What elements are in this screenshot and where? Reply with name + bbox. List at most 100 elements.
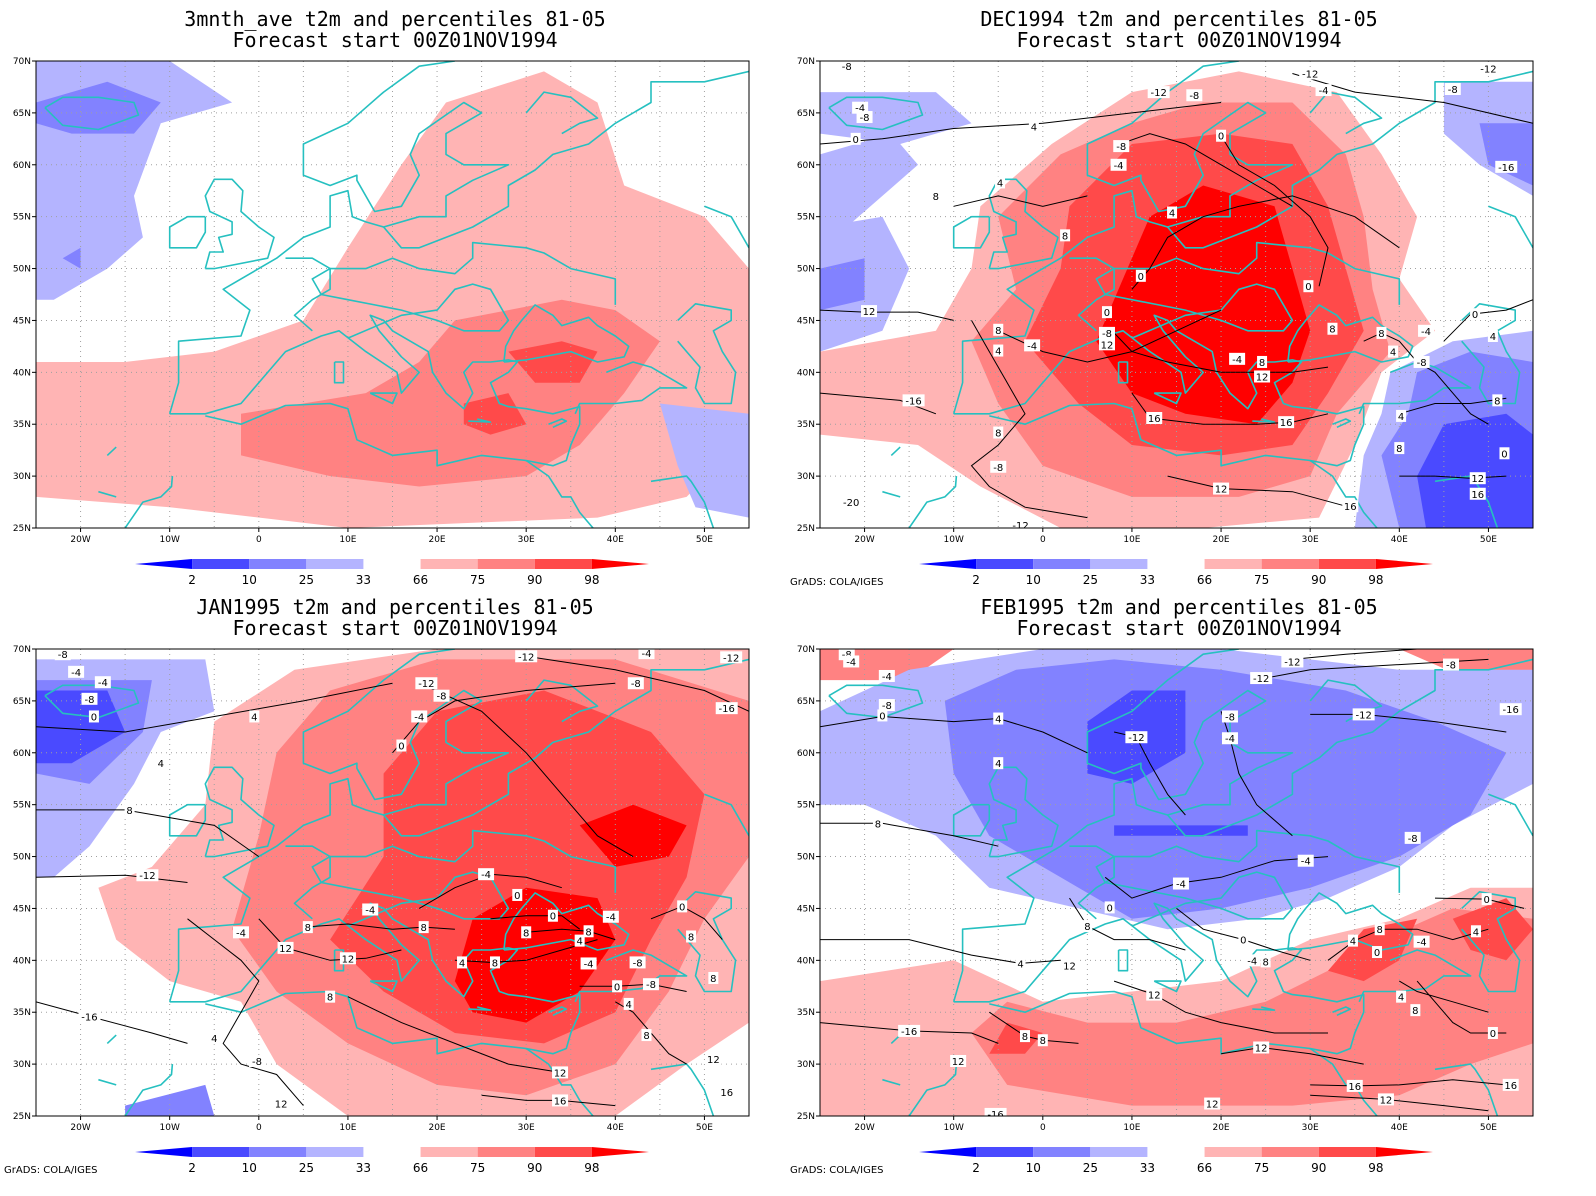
lat-tick-label: 60N [13, 749, 31, 759]
contour-label: 8 [1259, 358, 1265, 369]
contour-label: 8 [1040, 1036, 1046, 1047]
panel-feb1995: FEB1995 t2m and percentiles 81-05 Foreca… [784, 588, 1574, 1188]
lat-tick-label: 35N [13, 420, 31, 430]
legend-swatch [249, 559, 307, 569]
contour-label: 12 [1063, 962, 1076, 973]
contour-label: 4 [251, 712, 257, 723]
lat-tick-label: 25N [797, 1112, 815, 1122]
lat-tick-label: 40N [13, 368, 31, 378]
contour-label: -4 [1027, 341, 1037, 352]
legend-label: 90 [527, 573, 542, 587]
contour-label: 4 [1017, 959, 1023, 970]
legend-swatch [1318, 1147, 1376, 1157]
panel-jan1995: JAN1995 t2m and percentiles 81-05 Foreca… [0, 588, 790, 1188]
lon-tick-label: 20E [1212, 1123, 1229, 1133]
contour-label: -4 [1417, 938, 1427, 949]
lon-tick-label: 30E [1302, 535, 1319, 545]
contour-label: 4 [1031, 122, 1037, 133]
contour-label: -4 [584, 959, 594, 970]
lat-tick-label: 60N [797, 749, 815, 759]
lon-tick-label: 10W [160, 535, 180, 545]
contour-label: 4 [459, 958, 465, 969]
contour-label: 12 [707, 1055, 720, 1066]
lat-tick-label: 65N [13, 697, 31, 707]
panel-title-line2: Forecast start 00Z01NOV1994 [1016, 616, 1342, 640]
lat-tick-label: 35N [13, 1008, 31, 1018]
legend-label: 75 [1254, 1161, 1269, 1175]
legend-label: 25 [299, 573, 314, 587]
contour-label: -4 [846, 657, 856, 668]
contour-label: 8 [1494, 396, 1500, 407]
contour-label: 0 [398, 742, 404, 753]
contour-label: 8 [710, 974, 716, 985]
contour-label: -8 [1116, 142, 1126, 153]
legend-label: 25 [299, 1161, 314, 1175]
contour-label: -16 [987, 1110, 1003, 1121]
shade-blue-25 [1479, 123, 1533, 186]
contour-label: -12 [1480, 64, 1496, 75]
lat-tick-label: 55N [13, 801, 31, 811]
lat-tick-label: 60N [13, 161, 31, 171]
contour-label: 16 [1148, 414, 1161, 425]
contour-label: 16 [1471, 490, 1484, 501]
legend-swatch [1261, 559, 1319, 569]
legend-label: 25 [1083, 1161, 1098, 1175]
color-legend: 2 10 25 33 66 75 90 98 [135, 1147, 649, 1175]
contour-label: -8 [84, 695, 94, 706]
color-legend: 2 10 25 33 66 75 90 98 [919, 559, 1433, 587]
lat-tick-label: 45N [797, 316, 815, 326]
lon-tick-label: 50E [696, 535, 713, 545]
legend-swatch [420, 1147, 478, 1157]
contour-label: 8 [126, 806, 132, 817]
contour-label: 0 [1218, 132, 1224, 143]
legend-swatch [534, 1147, 592, 1157]
contour-label: 4 [625, 1000, 631, 1011]
contour-label: 12 [554, 1068, 567, 1079]
legend-swatch [249, 1147, 307, 1157]
contour-label: -4 [1232, 355, 1242, 366]
legend-label: 2 [972, 573, 980, 587]
lat-tick-label: 25N [13, 524, 31, 534]
contour-label: 8 [875, 819, 881, 830]
contour-label: 4 [1398, 412, 1404, 423]
panel-3mnth-ave: 3mnth_ave t2m and percentiles 81-05 Fore… [0, 0, 790, 590]
lat-tick-label: 50N [13, 853, 31, 863]
contour-label: -12 [418, 679, 434, 690]
contour-label: -8 [1408, 834, 1418, 845]
contour-label: 4 [1398, 993, 1404, 1004]
legend-swatch [192, 1147, 250, 1157]
lon-tick-label: 50E [1480, 535, 1497, 545]
map-frame [819, 648, 1534, 1117]
panel-title-line1: 3mnth_ave t2m and percentiles 81-05 [184, 7, 606, 31]
legend-label: 10 [1026, 1161, 1041, 1175]
contour-label: 0 [614, 982, 620, 993]
contour-label: -4 [414, 712, 424, 723]
shade-blue-25 [36, 81, 161, 134]
legend-label: 10 [242, 1161, 257, 1175]
contour-label: -16 [719, 704, 735, 715]
contour-label: 8 [933, 192, 939, 203]
legend-label: 90 [527, 1161, 542, 1175]
legend-swatch [477, 1147, 535, 1157]
contour-label: 8 [1377, 925, 1383, 936]
contour-label: 4 [158, 759, 164, 770]
contour-label: 8 [1396, 444, 1402, 455]
contour-label: 8 [305, 923, 311, 934]
shade-blue-33 [659, 403, 749, 518]
lat-tick-label: 30N [797, 472, 815, 482]
contour-label: 8 [492, 958, 498, 969]
legend-label: 66 [413, 1161, 428, 1175]
contour-label: -16 [1498, 163, 1514, 174]
lat-tick-label: 65N [797, 697, 815, 707]
lon-tick-label: 20W [854, 535, 874, 545]
contour-label: 8 [688, 932, 694, 943]
contour-label: -4 [481, 870, 491, 881]
grads-credit: GrADS: COLA/IGES [790, 1165, 884, 1176]
color-legend: 2 10 25 33 66 75 90 98 [135, 559, 649, 587]
contour-label: 0 [879, 711, 885, 722]
lon-tick-label: 30E [518, 1123, 535, 1133]
lon-tick-label: 20E [1212, 535, 1229, 545]
lat-tick-label: 65N [797, 109, 815, 119]
legend-label: 33 [1140, 573, 1155, 587]
contour-label: 8 [1084, 922, 1090, 933]
